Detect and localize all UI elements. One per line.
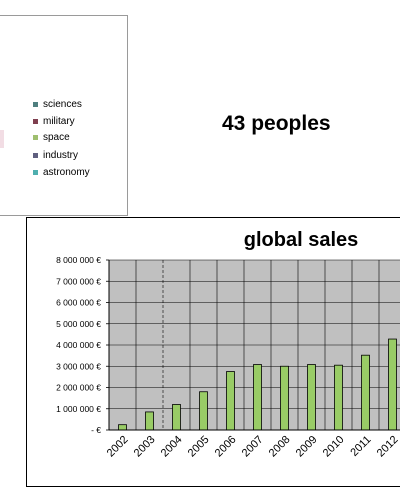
y-tick-label: 1 000 000 €: [56, 404, 101, 414]
bar-2006: [226, 371, 235, 431]
bar-2005: [199, 391, 208, 431]
x-tick-label: 2002: [105, 434, 131, 460]
bar-2008: [280, 365, 289, 431]
y-tick-label: 5 000 000 €: [56, 319, 101, 329]
x-tick-label: 2006: [213, 434, 239, 460]
legend-item-space: space: [33, 132, 70, 143]
bar-2007: [253, 364, 262, 431]
y-tick-label: 4 000 000 €: [56, 340, 101, 350]
x-tick-label: 2007: [240, 434, 266, 460]
bar-2010: [334, 364, 343, 431]
x-tick-label: 2009: [294, 434, 320, 460]
legend-swatch: [33, 102, 38, 107]
y-tick-label: 2 000 000 €: [56, 383, 101, 393]
global-sales-chart: - € 1 000 000 € 2 000 000 € 3 000 000 € 4 00…: [56, 229, 400, 460]
x-tick-label: 2004: [159, 434, 185, 460]
bar-2011: [361, 354, 370, 431]
legend-item-astronomy: astronomy: [33, 167, 90, 178]
legend-item-sciences: sciences: [33, 99, 82, 110]
bar-2004: [172, 404, 181, 431]
legend-item-military: military: [33, 116, 75, 127]
legend-swatch: [33, 170, 38, 175]
bar-2002: [118, 424, 127, 431]
people-count-text: 43 peoples: [222, 112, 331, 135]
legend-item-industry: industry: [33, 150, 78, 161]
x-tick-label: 2010: [321, 434, 347, 460]
bar-2009: [307, 364, 316, 431]
bar-2003: [145, 411, 154, 431]
pie-slice-fragment: [0, 130, 4, 148]
legend-label: military: [43, 116, 75, 127]
y-tick-label: 6 000 000 €: [56, 298, 101, 308]
legend-label: space: [43, 132, 70, 143]
legend-swatch: [33, 135, 38, 140]
x-tick-label: 2012: [375, 434, 400, 460]
global-sales-chart-panel: - € 1 000 000 € 2 000 000 € 3 000 000 € 4 00…: [26, 217, 400, 487]
legend-swatch: [33, 153, 38, 158]
x-tick-label: 2005: [186, 434, 212, 460]
legend-label: industry: [43, 150, 79, 161]
x-tick-label: 2011: [348, 434, 373, 459]
legend-swatch: [33, 119, 38, 124]
y-tick-label: - €: [91, 425, 101, 435]
legend-label: astronomy: [43, 167, 90, 178]
x-tick-label: 2008: [267, 434, 293, 460]
legend-label: sciences: [43, 99, 82, 110]
y-tick-label: 8 000 000 €: [56, 255, 101, 265]
chart-title: global sales: [244, 229, 359, 251]
y-tick-label: 3 000 000 €: [56, 361, 101, 371]
y-tick-label: 7 000 000 €: [56, 276, 101, 286]
category-chart-panel: sciences military space industry astrono…: [0, 15, 128, 216]
x-tick-label: 2003: [132, 434, 158, 460]
bar-2012: [388, 338, 397, 431]
